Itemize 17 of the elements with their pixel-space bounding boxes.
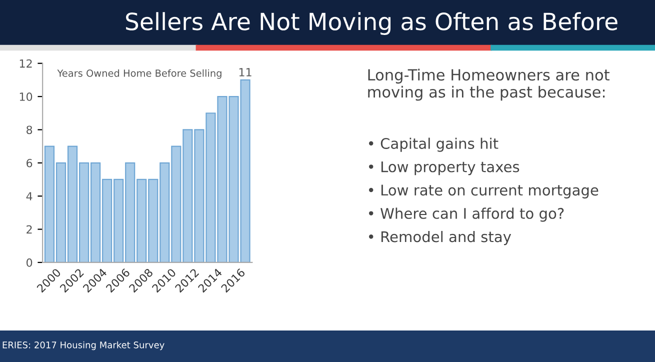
y-tick-label: 12	[20, 59, 32, 68]
text: • Remodel and stay	[368, 230, 512, 246]
text: Long-Time Homeowners are not moving as in the past because:	[368, 68, 610, 101]
y-tick-label: 2	[26, 225, 32, 234]
y-tick-label: 4	[26, 192, 32, 200]
text: Sellers Are Not Moving as Often as Before	[126, 12, 618, 35]
text: • Low property taxes	[368, 161, 520, 176]
y-tick-label: 10	[20, 92, 32, 101]
text: • Capital gains hit	[368, 138, 498, 152]
y-tick-label: 8	[26, 126, 32, 134]
text: • Low rate on current mortgage	[368, 184, 598, 198]
text: Years Owned Home Before Selling	[57, 69, 222, 79]
y-tick-label: 6	[26, 158, 32, 168]
data-label: 11	[239, 68, 252, 76]
text: ERIES: 2017 Housing Market Survey	[2, 341, 164, 350]
y-tick-label: 0	[26, 258, 32, 267]
text: • Where can I afford to go?	[368, 208, 564, 222]
